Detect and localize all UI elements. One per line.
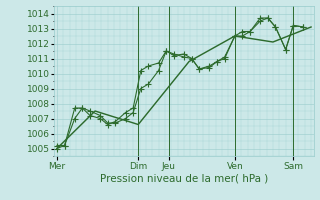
X-axis label: Pression niveau de la mer( hPa ): Pression niveau de la mer( hPa ) [100,173,268,183]
